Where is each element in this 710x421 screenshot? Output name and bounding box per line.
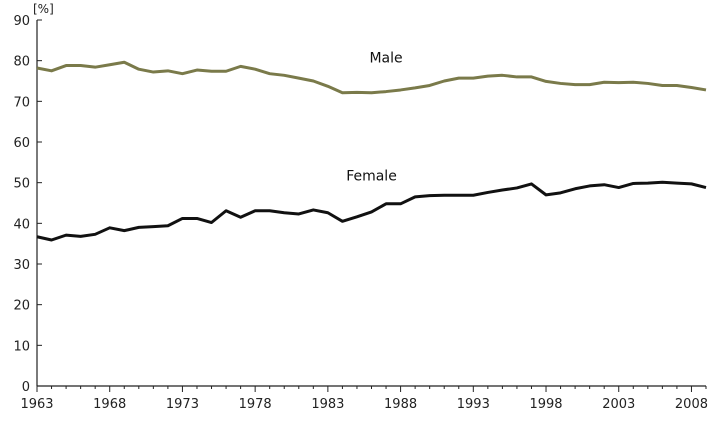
series-label-male: Male	[369, 51, 402, 67]
x-tick-label: 1998	[529, 397, 562, 412]
series-layer	[36, 60, 707, 242]
y-tick-label: 40	[13, 217, 30, 232]
y-tick-label: 80	[13, 55, 30, 70]
series-line-male	[36, 60, 707, 95]
y-tick-label: 10	[13, 339, 30, 354]
y-axis-ticks: 0 10 20 30 40 50 60 70 80 90	[13, 14, 42, 395]
x-axis-ticks: 1963 1968 1973 1978 1983 1988 1993 1998 2003 2008	[20, 386, 708, 412]
y-tick-label: 70	[13, 95, 30, 110]
y-axis-unit-label: [%]	[33, 2, 54, 16]
y-tick-label: 60	[13, 136, 30, 151]
x-tick-label: 2008	[675, 397, 708, 412]
y-tick-label: 20	[13, 299, 30, 314]
series-line-female	[36, 180, 707, 242]
x-tick-label: 2003	[602, 397, 635, 412]
x-tick-label: 1988	[384, 397, 417, 412]
y-tick-label: 50	[13, 177, 30, 192]
x-tick-label: 1968	[93, 397, 126, 412]
x-tick-label: 1973	[166, 397, 199, 412]
series-label-female: Female	[346, 169, 397, 185]
x-tick-label: 1993	[457, 397, 490, 412]
x-tick-label: 1983	[311, 397, 344, 412]
y-tick-label: 90	[13, 14, 30, 29]
y-tick-label: 0	[22, 380, 30, 395]
y-tick-label: 30	[13, 258, 30, 273]
x-tick-label: 1963	[20, 397, 53, 412]
x-tick-label: 1978	[239, 397, 272, 412]
series-labels: Male Female	[346, 51, 402, 185]
